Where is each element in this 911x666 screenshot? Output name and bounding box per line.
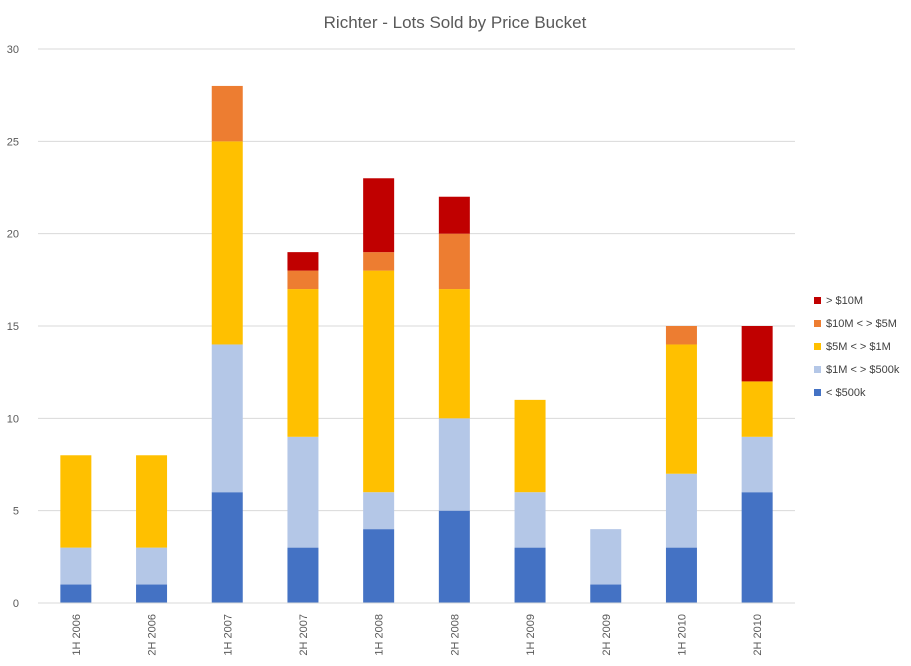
bar-segment [363,270,395,493]
bar-segment [287,436,319,548]
bar-segment [363,178,395,253]
bar-segment [363,529,395,603]
x-tick-label: 1H 2006 [71,614,83,656]
bar-segment [211,85,243,142]
legend-label: > $10M [826,295,863,307]
legend-swatch [814,320,821,327]
x-tick-label: 1H 2007 [222,614,234,656]
bar-segment [665,326,697,345]
y-tick-label: 15 [7,321,19,333]
bar-segment [438,510,470,603]
bar-segment [211,344,243,493]
legend-label: $1M < > $500k [826,364,900,376]
legend: > $10M $10M < > $5M $5M < > $1M $1M < > $50… [814,295,900,399]
legend-swatch [814,389,821,396]
bar-segment [741,436,773,493]
bar-segment [60,547,92,585]
chart-title: Richter - Lots Sold by Price Bucket [324,13,587,32]
x-tick-label: 1H 2010 [676,614,688,656]
x-tick-label: 1H 2008 [374,614,386,656]
bar-segment [665,547,697,603]
bar-segment [741,492,773,603]
x-tick-label: 1H 2009 [525,614,537,656]
bar-segment [287,270,319,290]
bar-segment [665,473,697,548]
bar-segment [136,547,168,585]
bar-segment [741,381,773,437]
bar-segment [590,529,622,585]
y-axis: 0 5 10 15 20 25 30 [7,44,19,610]
bar-segment [363,252,395,271]
bars [60,85,773,603]
x-tick-label: 2H 2008 [449,614,461,656]
bar-segment [287,252,319,271]
bar-segment [136,584,168,603]
legend-label: $10M < > $5M [826,318,897,330]
legend-label: $5M < > $1M [826,341,891,353]
x-tick-label: 2H 2007 [298,614,310,656]
bar-segment [438,196,470,234]
bar-segment [211,141,243,345]
bar-segment [438,418,470,511]
y-tick-label: 0 [13,598,19,610]
y-tick-label: 5 [13,506,19,518]
legend-swatch [814,366,821,373]
bar-segment [60,584,92,603]
x-tick-label: 2H 2009 [601,614,613,656]
bar-segment [741,326,773,382]
y-tick-label: 30 [7,44,19,56]
x-tick-label: 2H 2010 [752,614,764,656]
bar-segment [287,547,319,603]
y-tick-label: 25 [7,136,19,148]
bar-segment [514,492,546,548]
legend-swatch [814,297,821,304]
bar-segment [211,492,243,603]
bar-segment [438,233,470,290]
bar-segment [514,399,546,493]
bar-segment [514,547,546,603]
bar-segment [590,584,622,603]
bar-segment [363,492,395,530]
legend-label: < $500k [826,387,866,399]
bar-segment [60,455,92,548]
bar-segment [438,289,470,419]
x-axis: 1H 2006 2H 2006 1H 2007 2H 2007 1H 2008 2H 20… [38,602,795,656]
legend-swatch [814,343,821,350]
bar-segment [136,455,168,548]
bar-segment [287,289,319,437]
y-tick-label: 10 [7,413,19,425]
y-tick-label: 20 [7,229,19,241]
bar-segment [665,344,697,474]
x-tick-label: 2H 2006 [147,614,159,656]
